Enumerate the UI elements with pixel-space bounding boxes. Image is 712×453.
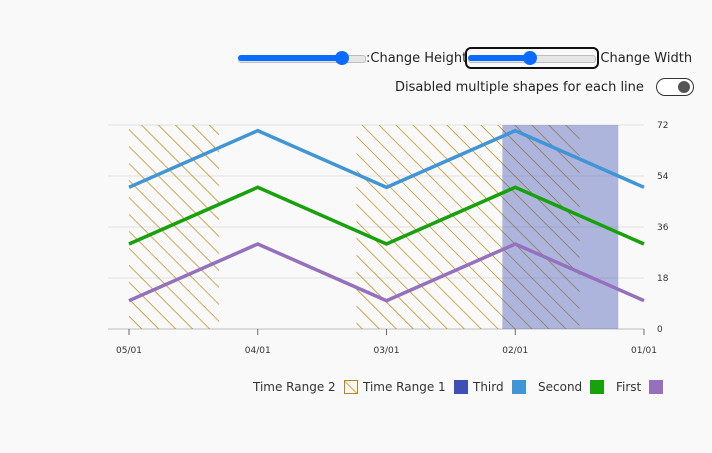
legend-second-swatch bbox=[590, 380, 605, 394]
x-tick-label: 05/01 bbox=[116, 346, 142, 356]
legend-time-range-1-swatch bbox=[453, 380, 468, 394]
legend-second-label: Second bbox=[538, 380, 583, 394]
height-slider-fill bbox=[238, 55, 342, 61]
legend-time-range-2[interactable]: Time Range 2 bbox=[253, 380, 358, 394]
shapes-label: Disabled multiple shapes for each line bbox=[395, 79, 644, 95]
height-slider[interactable] bbox=[238, 50, 366, 66]
line-chart: 0 18 36 54 72 05/01 04/01 03/01 02/01 01/01 bbox=[108, 121, 669, 356]
width-slider[interactable] bbox=[465, 47, 599, 69]
legend-time-range-1[interactable]: Time Range 1 bbox=[363, 380, 468, 394]
y-tick-label: 0 bbox=[657, 325, 663, 335]
legend-first-label: First bbox=[616, 380, 642, 394]
series-line-third[interactable] bbox=[128, 128, 645, 190]
shapes-toggle[interactable] bbox=[655, 78, 694, 96]
legend-third-label: Third bbox=[473, 380, 504, 394]
legend-first[interactable]: First bbox=[616, 380, 664, 394]
legend-first-swatch bbox=[649, 380, 664, 394]
width-label: :Change Width bbox=[596, 50, 693, 66]
x-tick-label: 01/01 bbox=[631, 346, 657, 356]
shapes-toggle-knob bbox=[677, 81, 690, 93]
chart-legend: Time Range 2 Time Range 1 Third Second F… bbox=[0, 380, 712, 400]
legend-time-range-2-swatch bbox=[343, 380, 358, 394]
x-axis: 05/01 04/01 03/01 02/01 01/01 bbox=[116, 329, 657, 356]
series-lines bbox=[128, 128, 645, 303]
y-tick-label: 36 bbox=[657, 223, 669, 233]
height-control: :Change Height bbox=[238, 50, 467, 66]
width-slider-thumb[interactable] bbox=[522, 51, 537, 65]
legend-third-swatch bbox=[511, 380, 526, 394]
chart-controls: :Change Height :Change Width Disabled mu… bbox=[0, 0, 712, 110]
y-axis: 0 18 36 54 72 bbox=[657, 121, 669, 335]
shapes-control: Disabled multiple shapes for each line bbox=[395, 78, 694, 96]
range-time-range-1 bbox=[502, 125, 619, 329]
range-time-range-2 bbox=[129, 125, 220, 329]
y-tick-label: 72 bbox=[657, 121, 668, 131]
height-slider-thumb[interactable] bbox=[334, 51, 349, 65]
width-slider-fill bbox=[468, 55, 530, 61]
y-tick-label: 54 bbox=[657, 172, 669, 182]
width-control: :Change Width bbox=[465, 47, 693, 69]
height-label: :Change Height bbox=[366, 50, 468, 66]
series-line-second[interactable] bbox=[128, 185, 645, 246]
legend-second[interactable]: Second bbox=[538, 380, 605, 394]
legend-third[interactable]: Third bbox=[473, 380, 526, 394]
series-line-first[interactable] bbox=[128, 242, 645, 303]
x-tick-label: 03/01 bbox=[374, 346, 400, 356]
legend-time-range-1-label: Time Range 1 bbox=[363, 380, 446, 394]
y-tick-label: 18 bbox=[657, 274, 669, 284]
legend-time-range-2-label: Time Range 2 bbox=[253, 380, 336, 394]
x-tick-label: 04/01 bbox=[245, 346, 271, 356]
x-tick-label: 02/01 bbox=[502, 346, 528, 356]
range-time-range-2 bbox=[356, 125, 580, 329]
